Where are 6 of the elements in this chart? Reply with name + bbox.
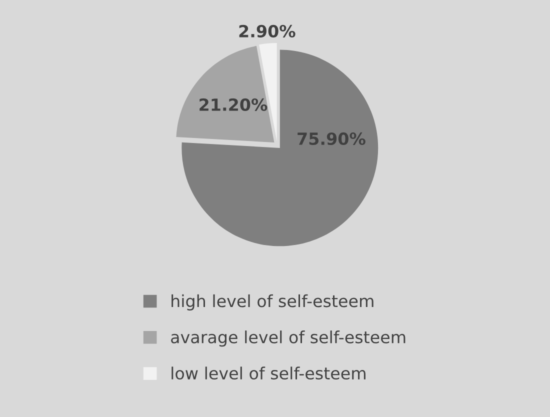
data-label: 21.20% — [200, 98, 268, 111]
legend-label: low level of self-esteem — [172, 366, 366, 380]
legend-label: avarage level of self-esteem — [171, 330, 406, 347]
legend-label: high level of self-esteem — [172, 294, 374, 311]
data-label: 75.90% — [298, 132, 366, 146]
data-label: 2.90% — [239, 24, 296, 38]
